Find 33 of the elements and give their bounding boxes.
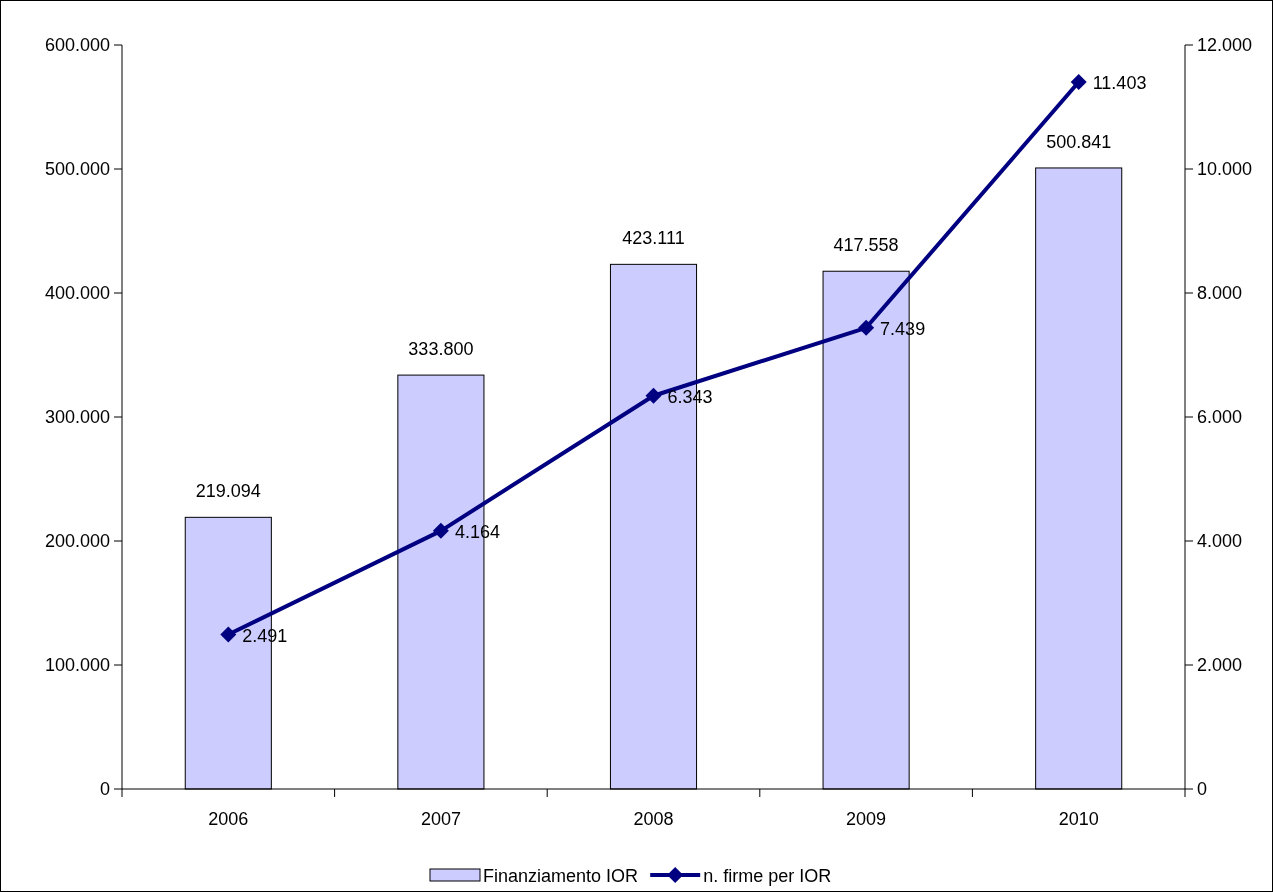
y-tick-label: 500.000 — [44, 159, 110, 179]
x-tick-label: 2008 — [633, 809, 674, 829]
y-tick-label: 200.000 — [44, 531, 110, 551]
y2-tick-label: 10.000 — [1197, 159, 1253, 179]
point — [1070, 74, 1087, 91]
point — [645, 387, 662, 404]
legend-label: Finanziamento IOR — [483, 866, 639, 886]
data-label: 333.800 — [408, 339, 474, 360]
data-label: 4.164 — [454, 521, 500, 542]
x-tick-label: 2009 — [846, 809, 887, 829]
y2-tick-label: 4.000 — [1197, 531, 1243, 551]
data-label: 11.403 — [1092, 73, 1147, 94]
y-tick-label: 0 — [99, 779, 110, 799]
data-label: 500.841 — [1046, 131, 1112, 152]
y2-tick-label: 8.000 — [1197, 283, 1243, 303]
data-label: 423.111 — [622, 228, 685, 249]
y-tick-label: 400.000 — [44, 283, 110, 303]
y-tick-label: 100.000 — [44, 655, 110, 675]
legend-label: n. firme per IOR — [703, 866, 832, 886]
point — [858, 319, 875, 336]
y-tick-label: 300.000 — [44, 407, 110, 427]
x-tick-label: 2010 — [1058, 809, 1099, 829]
point — [220, 626, 237, 643]
y2-tick-label: 6.000 — [1197, 407, 1243, 427]
y2-tick-label: 0 — [1197, 779, 1208, 799]
x-tick-label: 2007 — [420, 809, 461, 829]
point — [432, 522, 449, 539]
data-label: 417.558 — [833, 235, 899, 256]
y2-tick-label: 12.000 — [1197, 35, 1253, 55]
x-tick-label: 2006 — [208, 809, 249, 829]
y-tick-label: 600.000 — [44, 35, 110, 55]
y2-tick-label: 2.000 — [1197, 655, 1243, 675]
data-label: 219.094 — [195, 481, 261, 502]
